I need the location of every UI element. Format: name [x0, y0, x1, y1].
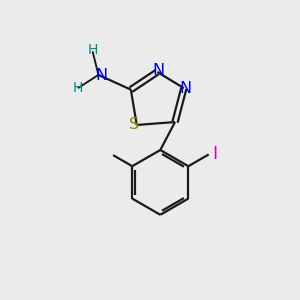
- Text: N: N: [179, 81, 191, 96]
- Text: H: H: [73, 81, 83, 95]
- Text: N: N: [153, 63, 165, 78]
- Text: S: S: [129, 118, 140, 133]
- Text: H: H: [87, 43, 98, 57]
- Text: I: I: [212, 146, 217, 164]
- Text: N: N: [95, 68, 107, 83]
